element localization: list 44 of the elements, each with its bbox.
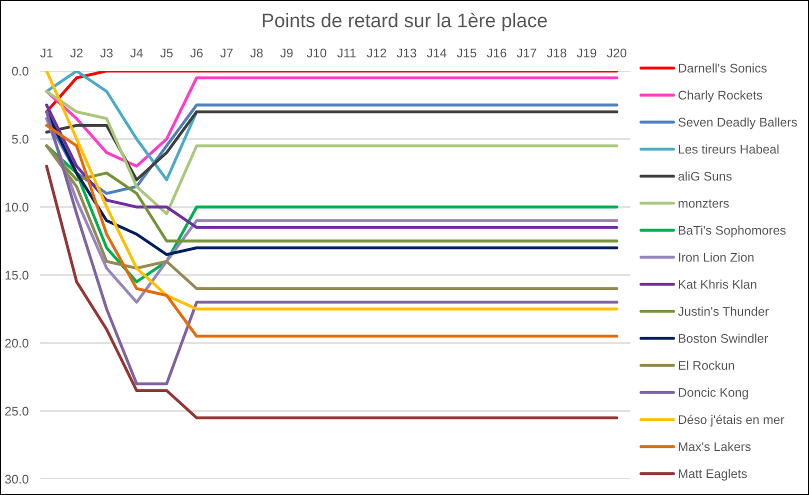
- x-tick-label: J11: [337, 48, 356, 58]
- legend-label: Charly Rockets: [678, 90, 762, 102]
- legend-label: Boston Swindler: [678, 334, 768, 343]
- legend-label: BaTi's Sophomores: [678, 226, 786, 238]
- x-tick-label: J19: [576, 48, 596, 58]
- x-tick-label: J9: [280, 48, 293, 58]
- y-tick-label: 15.0: [6, 270, 28, 280]
- x-tick-label: J14: [426, 48, 446, 58]
- legend-label: Darnell's Sonics: [678, 63, 767, 73]
- y-tick-label: 10.0: [6, 202, 28, 212]
- legend-label: Les tireurs Habeal: [678, 144, 778, 154]
- x-tick-label: J20: [606, 48, 626, 58]
- x-tick-label: J1: [40, 48, 53, 58]
- legend-label: Max's Lakers: [678, 442, 751, 452]
- legend-label: Justin's Thunder: [678, 306, 769, 316]
- chart-title: Points de retard sur la 1ère place: [262, 12, 547, 32]
- y-tick-label: 5.0: [12, 134, 28, 144]
- x-tick-label: J16: [486, 48, 506, 58]
- y-tick-label: 0.0: [12, 66, 28, 76]
- x-tick-label: J17: [516, 48, 536, 58]
- legend-label: Seven Deadly Ballers: [678, 117, 797, 130]
- x-tick-label: J6: [190, 48, 203, 58]
- x-tick-label: J10: [306, 48, 326, 58]
- x-tick-label: J15: [456, 48, 476, 58]
- x-tick-label: J4: [130, 48, 143, 58]
- y-tick-label: 30.0: [5, 474, 28, 484]
- x-tick-label: J3: [100, 48, 113, 58]
- y-tick-label: 25.0: [5, 406, 28, 416]
- legend-label: Doncic Kong: [678, 388, 748, 400]
- legend-label: El Rockun: [678, 360, 734, 370]
- y-tick-label: 20.0: [5, 338, 28, 348]
- x-tick-label: J18: [546, 48, 566, 58]
- x-tick-label: J7: [220, 48, 233, 58]
- x-tick-label: J8: [250, 48, 263, 58]
- x-tick-label: J2: [70, 48, 83, 58]
- legend-label: Kat Khris Klan: [678, 280, 756, 289]
- x-tick-label: J5: [160, 48, 173, 58]
- legend-label: Iron Lion Zion: [679, 252, 754, 262]
- legend-label: monzters: [678, 200, 729, 208]
- legend-label: Déso j'étais en mer: [678, 414, 784, 427]
- legend-label: Matt Eaglets: [678, 468, 747, 481]
- x-tick-label: J13: [396, 48, 416, 58]
- x-tick-label: J12: [366, 48, 386, 58]
- legend-label: aliG Suns: [678, 172, 732, 181]
